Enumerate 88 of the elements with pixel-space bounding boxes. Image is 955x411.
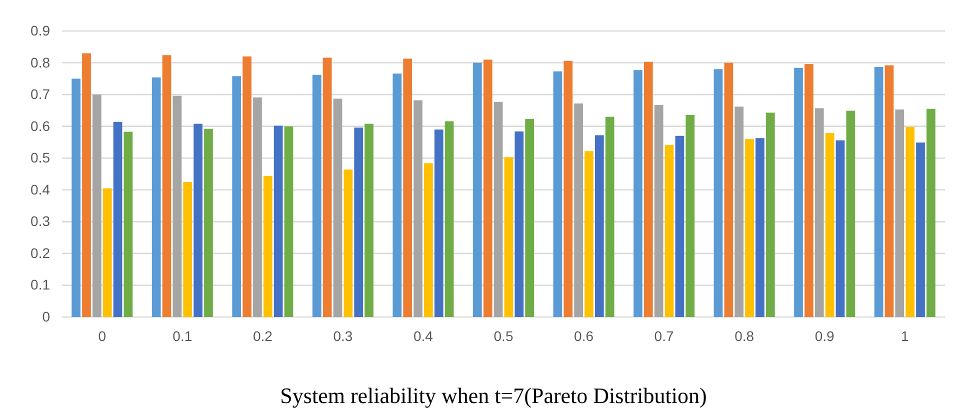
text: System reliability when t=7(Pareto Distribution) xyxy=(280,383,707,408)
bar xyxy=(574,103,583,317)
bar xyxy=(232,76,242,317)
bar xyxy=(284,126,294,317)
bar xyxy=(525,119,534,317)
x-tick-label: 0.3 xyxy=(333,328,353,344)
bar xyxy=(424,163,433,317)
x-tick-label: 0.1 xyxy=(172,328,192,344)
x-tick-label: 0.2 xyxy=(252,328,273,344)
bar xyxy=(263,176,272,317)
bar xyxy=(553,71,562,317)
x-tick-label: 0 xyxy=(98,328,106,344)
bar xyxy=(916,142,925,317)
bar xyxy=(204,128,213,317)
y-tick-label: 0.5 xyxy=(30,150,50,166)
bar xyxy=(444,121,454,317)
x-tick-label: 0.7 xyxy=(654,328,674,344)
bar xyxy=(113,122,122,317)
bar xyxy=(756,138,764,317)
bar xyxy=(504,157,514,317)
bar xyxy=(333,98,342,317)
bar xyxy=(494,102,503,317)
bar xyxy=(242,56,252,317)
bar xyxy=(483,60,492,317)
y-tick-label: 0.6 xyxy=(30,118,50,134)
bar xyxy=(714,69,723,317)
bar xyxy=(364,124,374,317)
bar xyxy=(814,108,824,317)
bar xyxy=(152,77,161,317)
x-tick-label: 0.9 xyxy=(814,328,835,344)
bar xyxy=(344,170,353,317)
bar xyxy=(312,74,322,317)
x-tick-label: 1 xyxy=(900,328,909,344)
x-tick-label: 0.5 xyxy=(494,328,514,344)
bar xyxy=(183,182,192,317)
bar xyxy=(472,62,482,317)
bar xyxy=(72,78,80,317)
y-tick-label: 0.4 xyxy=(30,181,50,198)
bar xyxy=(895,109,904,317)
y-tick-label: 0.9 xyxy=(30,22,50,38)
bar xyxy=(194,124,202,317)
bar xyxy=(82,53,91,317)
y-tick-label: 0.1 xyxy=(30,276,50,293)
y-tick-label: 0 xyxy=(42,308,50,324)
x-tick-label: 0.4 xyxy=(413,328,434,344)
bar xyxy=(906,126,915,317)
bar xyxy=(766,112,775,317)
bar xyxy=(102,188,112,317)
bar xyxy=(654,105,664,317)
y-tick-label: 0.7 xyxy=(30,86,50,102)
bar xyxy=(664,145,674,317)
bar xyxy=(724,62,734,317)
y-tick-label: 0.2 xyxy=(30,244,50,261)
bar xyxy=(836,140,845,317)
bar xyxy=(745,139,754,317)
bar xyxy=(172,96,182,317)
bar xyxy=(594,135,604,317)
bar xyxy=(605,116,614,317)
bar xyxy=(253,97,262,317)
bar xyxy=(926,108,936,317)
bar xyxy=(584,151,594,317)
bar xyxy=(322,58,332,317)
bar xyxy=(392,74,402,317)
bar xyxy=(884,65,894,317)
bar xyxy=(675,136,684,317)
bar xyxy=(634,70,642,317)
bar xyxy=(434,130,444,317)
bar xyxy=(644,62,653,317)
bar xyxy=(92,94,102,317)
bar xyxy=(846,110,856,317)
y-tick-label: 0.3 xyxy=(30,213,50,230)
bar xyxy=(874,66,884,317)
bar xyxy=(354,128,364,317)
bar xyxy=(162,55,172,317)
bar xyxy=(564,60,573,317)
x-tick-label: 0.6 xyxy=(574,328,594,344)
x-tick-label: 0.8 xyxy=(734,328,754,344)
bar xyxy=(804,64,814,317)
bar xyxy=(274,126,283,317)
y-tick-label: 0.8 xyxy=(30,54,50,70)
bar xyxy=(734,106,744,317)
bar xyxy=(514,131,524,317)
bar xyxy=(403,58,412,317)
bar xyxy=(414,100,422,317)
bar xyxy=(124,132,133,317)
bar xyxy=(794,68,803,317)
bar xyxy=(825,133,834,317)
bar xyxy=(686,114,695,317)
